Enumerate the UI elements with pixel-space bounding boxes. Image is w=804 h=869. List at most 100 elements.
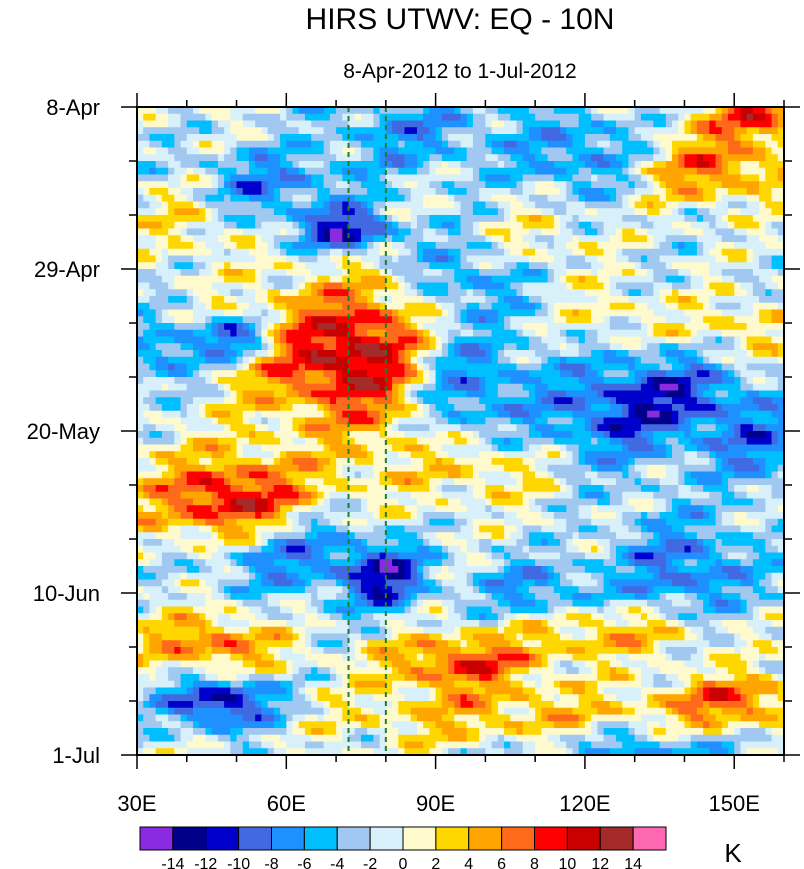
field-cell [578,356,586,365]
field-cell [373,242,381,250]
field-cell [628,316,636,324]
field-cell [516,397,524,405]
field-cell [392,336,399,344]
field-cell [740,410,748,419]
field-cell [684,343,692,351]
field-cell [659,255,667,263]
field-cell [640,316,648,324]
field-cell [460,410,468,419]
field-cell [771,289,779,297]
field-cell [591,323,598,331]
field-cell [497,269,505,277]
field-cell [448,134,455,142]
field-cell [392,323,399,331]
field-cell [236,397,244,405]
field-cell [728,296,735,304]
field-cell [728,107,735,115]
field-cell [665,363,673,371]
field-cell [522,282,530,290]
field-cell [149,147,157,155]
field-cell [510,147,518,155]
field-cell [143,107,151,115]
field-cell [466,147,474,155]
field-cell [373,120,381,128]
field-cell [429,221,437,230]
field-cell [280,309,287,317]
field-cell [230,410,238,419]
field-cell [541,397,549,405]
field-cell [242,336,250,344]
field-cell [423,363,430,371]
field-cell [765,174,773,182]
field-cell [479,390,486,398]
field-cell [168,356,175,365]
field-cell [560,383,567,392]
field-cell [740,262,748,270]
field-cell [186,390,194,398]
field-cell [591,370,598,378]
field-cell [690,235,698,243]
field-cell [385,147,393,155]
field-cell [348,296,356,304]
field-cell [584,343,592,351]
field-cell [560,248,567,257]
field-cell [572,282,580,290]
field-cell [286,235,294,243]
field-cell [199,221,207,230]
field-cell [728,174,735,182]
field-cell [286,167,294,176]
field-cell [678,356,686,365]
field-cell [603,167,611,176]
field-cell [211,424,219,432]
field-cell [721,397,729,405]
field-cell [416,147,424,155]
field-cell [161,336,169,344]
field-cell [224,113,231,122]
field-cell [342,188,350,196]
field-cell [354,323,362,331]
field-cell [547,296,555,304]
field-cell [373,316,381,324]
field-cell [696,390,704,398]
field-cell [572,228,580,236]
field-cell [304,404,312,412]
field-cell [597,417,605,425]
field-cell [479,289,486,297]
field-cell [678,404,686,412]
field-cell [703,383,710,392]
field-cell [466,201,474,209]
field-cell [584,404,592,412]
field-cell [740,296,748,304]
field-cell [348,255,356,263]
field-cell [267,302,275,311]
field-cell [448,356,455,365]
field-cell [205,424,213,432]
field-cell [485,410,493,419]
field-cell [174,248,182,257]
field-cell [360,194,368,203]
field-cell [584,154,592,162]
field-cell [261,262,269,270]
field-cell [410,208,418,216]
field-cell [373,161,381,169]
field-cell [771,390,779,398]
field-cell [516,282,524,290]
field-cell [466,302,474,311]
field-cell [217,248,225,257]
field-cell [255,235,263,243]
field-cell [472,383,480,392]
field-cell [771,316,779,324]
field-cell [653,336,661,344]
field-cell [410,188,418,196]
field-cell [497,228,505,236]
field-cell [603,228,611,236]
field-cell [584,282,592,290]
field-cell [429,410,437,419]
field-cell [267,323,275,331]
field-cell [746,377,754,385]
field-cell [603,113,611,122]
field-cell [236,167,244,176]
field-cell [522,194,530,203]
field-cell [628,174,636,182]
field-cell [329,221,337,230]
